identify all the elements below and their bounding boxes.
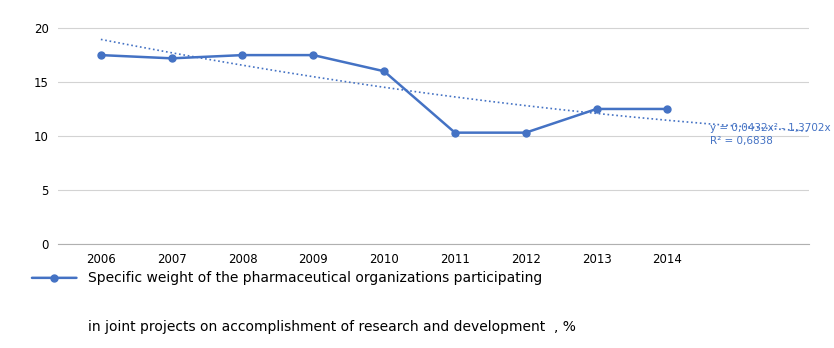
Text: y = 0,0432x² - 1,3702x + 20,283: y = 0,0432x² - 1,3702x + 20,283 [710, 123, 834, 133]
Text: Specific weight of the pharmaceutical organizations participating: Specific weight of the pharmaceutical or… [88, 271, 542, 285]
Text: in joint projects on accomplishment of research and development  , %: in joint projects on accomplishment of r… [88, 319, 575, 334]
Text: R² = 0,6838: R² = 0,6838 [710, 136, 773, 146]
